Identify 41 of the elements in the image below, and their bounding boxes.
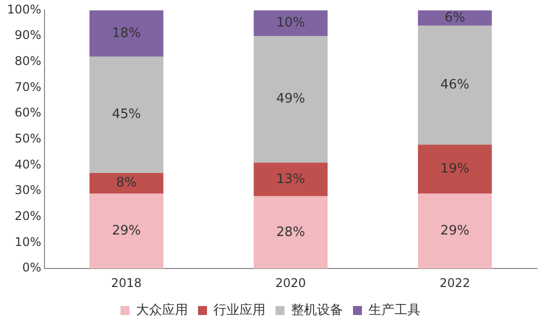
data-label: 29%	[112, 224, 141, 239]
bar	[89, 10, 164, 57]
bar	[89, 172, 164, 194]
x-tick-label: 2020	[275, 276, 306, 290]
bar	[418, 144, 492, 194]
x-tick-label: 2022	[440, 276, 470, 290]
data-label: 8%	[116, 176, 137, 191]
bar	[254, 10, 328, 36]
data-label: 10%	[276, 15, 306, 30]
legend-label: 生产工具	[368, 302, 420, 318]
bar	[418, 194, 492, 269]
y-tick-label: 0%	[22, 260, 42, 275]
data-label: 19%	[440, 161, 470, 176]
bar	[89, 56, 164, 173]
y-tick-label: 20%	[14, 209, 42, 224]
y-tick-label: 80%	[14, 54, 42, 68]
data-label: 46%	[440, 78, 470, 93]
legend-label: 大众应用	[136, 302, 188, 318]
data-label: 28%	[276, 224, 306, 240]
legend-label: 整机设备	[291, 302, 343, 318]
y-tick-label: 90%	[14, 28, 42, 42]
data-label: 18%	[112, 26, 141, 41]
y-tick-label: 30%	[14, 183, 42, 198]
bar	[418, 26, 492, 145]
legend-label: 行业应用	[214, 302, 266, 318]
y-tick-label: 70%	[14, 80, 42, 94]
data-label: 13%	[276, 172, 306, 187]
bar	[254, 36, 328, 163]
data-label: 6%	[444, 10, 466, 26]
bar	[254, 162, 328, 196]
data-label: 49%	[276, 92, 306, 107]
y-tick-label: 60%	[14, 106, 42, 120]
x-tick-label: 2018	[111, 276, 142, 290]
y-tick-label: 10%	[14, 234, 42, 249]
data-label: 45%	[112, 107, 141, 122]
y-tick-label: 100%	[6, 2, 42, 16]
data-label: 29%	[440, 224, 470, 239]
y-tick-label: 50%	[14, 132, 42, 146]
bar	[254, 196, 328, 269]
y-tick-label: 40%	[14, 157, 42, 172]
bar	[89, 194, 164, 269]
